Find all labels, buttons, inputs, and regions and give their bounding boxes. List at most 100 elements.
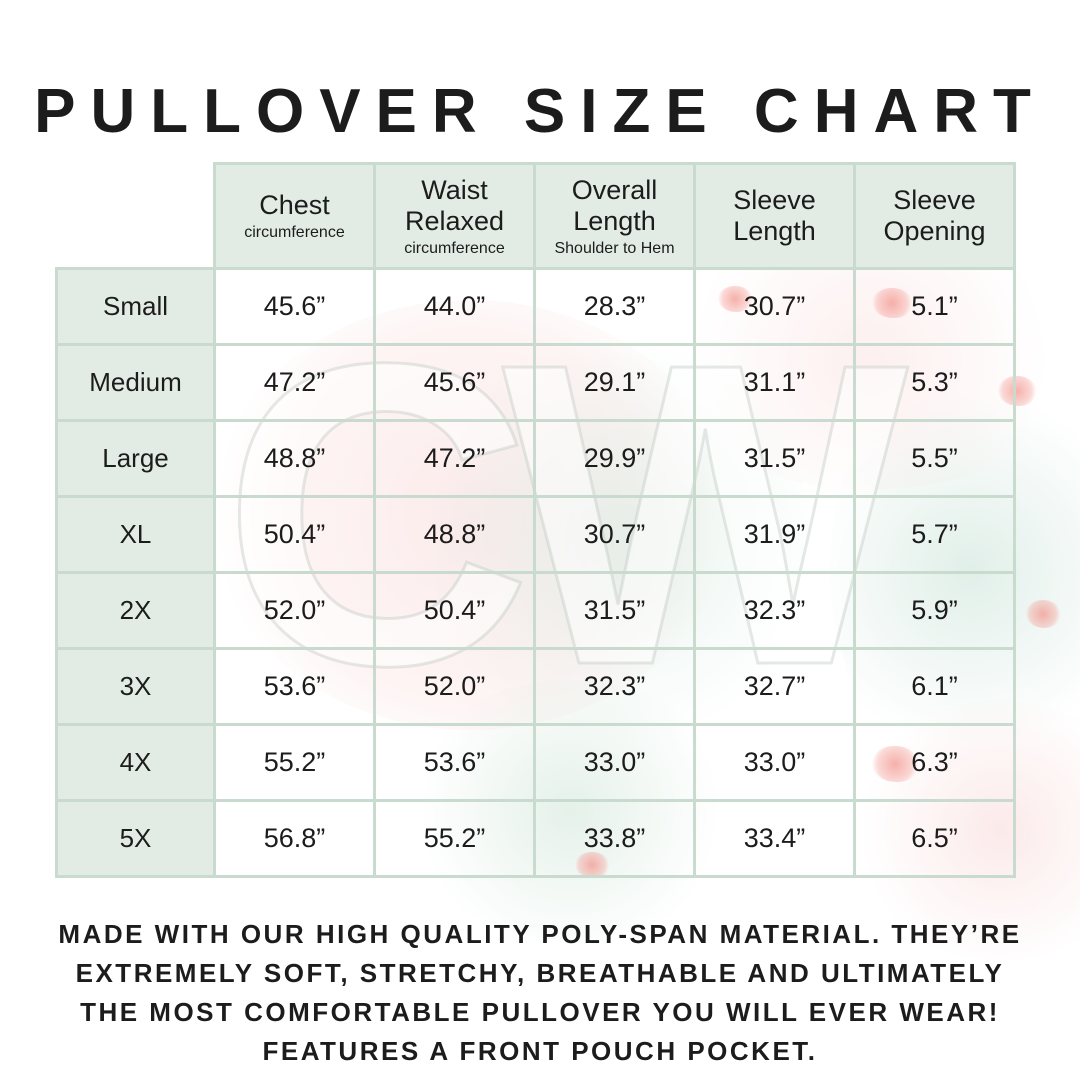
measurement-value: 5.7”	[911, 519, 958, 549]
value-cell: 33.4”	[693, 799, 856, 878]
measurement-value: 53.6”	[263, 671, 326, 701]
measurement-value: 31.5”	[583, 595, 646, 625]
value-cell: 45.6”	[213, 267, 376, 346]
value-cell: 47.2”	[373, 419, 536, 498]
value-cell: 45.6”	[373, 343, 536, 422]
value-cell: 50.4”	[373, 571, 536, 650]
column-label: Chest	[259, 190, 330, 220]
table-row-2x: 2X 52.0” 50.4” 31.5” 32.3” 5.9”	[55, 571, 1016, 650]
value-cell: 48.8”	[213, 419, 376, 498]
value-cell: 6.5”	[853, 799, 1016, 878]
value-cell: 29.1”	[533, 343, 696, 422]
measurement-value: 31.9”	[743, 519, 806, 549]
value-cell: 52.0”	[373, 647, 536, 726]
measurement-value: 32.7”	[743, 671, 806, 701]
flower-icon	[1026, 600, 1060, 628]
value-cell: 33.8”	[533, 799, 696, 878]
size-label: XL	[119, 519, 152, 549]
measurement-value: 44.0”	[423, 291, 486, 321]
size-cell: 3X	[55, 647, 216, 726]
value-cell: 5.3”	[853, 343, 1016, 422]
column-label: Sleeve Opening	[883, 185, 986, 246]
value-cell: 47.2”	[213, 343, 376, 422]
value-cell: 5.7”	[853, 495, 1016, 574]
column-sublabel: Shoulder to Hem	[554, 239, 675, 257]
page-title: PULLOVER SIZE CHART	[34, 76, 1046, 146]
measurement-value: 50.4”	[263, 519, 326, 549]
value-cell: 53.6”	[373, 723, 536, 802]
measurement-value: 6.3”	[911, 747, 958, 777]
measurement-value: 30.7”	[583, 519, 646, 549]
value-cell: 55.2”	[213, 723, 376, 802]
column-label: Overall Length	[571, 174, 658, 236]
value-cell: 5.5”	[853, 419, 1016, 498]
measurement-value: 55.2”	[423, 823, 486, 853]
size-cell: XL	[55, 495, 216, 574]
value-cell: 44.0”	[373, 267, 536, 346]
value-cell: 30.7”	[693, 267, 856, 346]
value-cell: 33.0”	[533, 723, 696, 802]
size-cell: Small	[55, 267, 216, 346]
measurement-value: 33.4”	[743, 823, 806, 853]
value-cell: 52.0”	[213, 571, 376, 650]
value-cell: 5.9”	[853, 571, 1016, 650]
measurement-value: 50.4”	[423, 595, 486, 625]
value-cell: 6.3”	[853, 723, 1016, 802]
measurement-value: 48.8”	[263, 443, 326, 473]
measurement-value: 5.3”	[911, 367, 958, 397]
table-corner-cell	[56, 163, 215, 269]
size-label: 2X	[119, 595, 152, 625]
value-cell: 48.8”	[373, 495, 536, 574]
value-cell: 28.3”	[533, 267, 696, 346]
measurement-value: 33.0”	[583, 747, 646, 777]
description-line: EXTREMELY SOFT, STRETCHY, BREATHABLE AND…	[75, 958, 1005, 988]
description-text: MADE WITH OUR HIGH QUALITY POLY-SPAN MAT…	[0, 915, 1080, 1071]
column-label: Waist Relaxed	[404, 174, 505, 236]
value-cell: 30.7”	[533, 495, 696, 574]
table-row-4x: 4X 55.2” 53.6” 33.0” 33.0” 6.3”	[55, 723, 1016, 802]
measurement-value: 47.2”	[263, 367, 326, 397]
value-cell: 29.9”	[533, 419, 696, 498]
value-cell: 32.3”	[533, 647, 696, 726]
measurement-value: 45.6”	[263, 291, 326, 321]
value-cell: 31.1”	[693, 343, 856, 422]
size-label: Small	[102, 291, 168, 321]
value-cell: 32.3”	[693, 571, 856, 650]
size-chart-table: Chest circumference Waist Relaxed circum…	[55, 162, 1016, 878]
measurement-value: 53.6”	[423, 747, 486, 777]
value-cell: 32.7”	[693, 647, 856, 726]
column-header-waist: Waist Relaxed circumference	[373, 162, 536, 270]
table-row-medium: Medium 47.2” 45.6” 29.1” 31.1” 5.3”	[55, 343, 1016, 422]
measurement-value: 52.0”	[423, 671, 486, 701]
value-cell: 6.1”	[853, 647, 1016, 726]
column-header-sleeve-length: Sleeve Length	[693, 162, 856, 270]
measurement-value: 52.0”	[263, 595, 326, 625]
measurement-value: 45.6”	[423, 367, 486, 397]
table-row-3x: 3X 53.6” 52.0” 32.3” 32.7” 6.1”	[55, 647, 1016, 726]
description-line: FEATURES A FRONT POUCH POCKET.	[262, 1036, 818, 1066]
column-label: Sleeve Length	[733, 185, 816, 246]
size-cell: 2X	[55, 571, 216, 650]
value-cell: 33.0”	[693, 723, 856, 802]
column-sublabel: circumference	[404, 239, 505, 257]
column-sublabel: circumference	[244, 224, 345, 241]
table-row-large: Large 48.8” 47.2” 29.9” 31.5” 5.5”	[55, 419, 1016, 498]
size-label: 3X	[119, 671, 152, 701]
size-cell: Medium	[55, 343, 216, 422]
size-label: 5X	[119, 823, 152, 853]
column-header-sleeve-opening: Sleeve Opening	[853, 162, 1016, 270]
header-row: Chest circumference Waist Relaxed circum…	[56, 162, 1016, 270]
value-cell: 31.5”	[533, 571, 696, 650]
description-line: THE MOST COMFORTABLE PULLOVER YOU WILL E…	[80, 997, 1000, 1027]
measurement-value: 32.3”	[743, 595, 806, 625]
description-line: MADE WITH OUR HIGH QUALITY POLY-SPAN MAT…	[58, 919, 1022, 949]
size-label: Large	[102, 443, 169, 473]
size-cell: 5X	[55, 799, 216, 878]
measurement-value: 31.5”	[743, 443, 806, 473]
table-row-xl: XL 50.4” 48.8” 30.7” 31.9” 5.7”	[55, 495, 1016, 574]
measurement-value: 5.9”	[911, 595, 958, 625]
measurement-value: 32.3”	[583, 671, 646, 701]
measurement-value: 30.7”	[743, 291, 806, 321]
measurement-value: 33.8”	[583, 823, 646, 853]
